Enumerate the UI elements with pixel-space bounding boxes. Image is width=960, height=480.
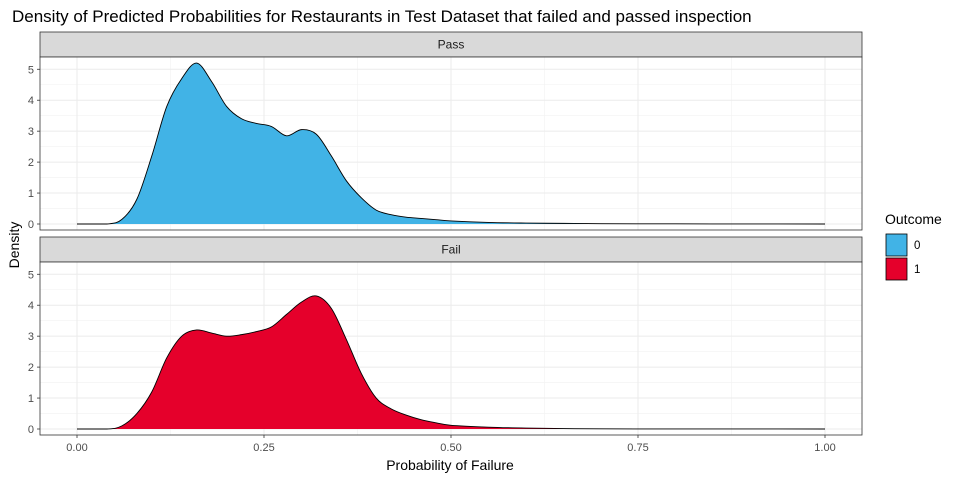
x-tick-label: 0.25 <box>253 442 274 454</box>
x-axis-title: Probability of Failure <box>386 457 514 473</box>
x-tick-label: 1.00 <box>814 442 835 454</box>
legend-title: Outcome <box>885 211 942 227</box>
facet-strip-label: Pass <box>438 38 465 52</box>
legend-item-1: 1 <box>885 257 920 281</box>
legend-key <box>885 233 908 257</box>
facet-strip <box>39 31 863 58</box>
legend: Outcome 0 1 <box>885 211 942 281</box>
y-tick-label: 1 <box>28 188 34 200</box>
y-tick-label: 3 <box>28 331 34 343</box>
chart-title: Density of Predicted Probabilities for R… <box>12 7 752 26</box>
panel-fail: Fail 0 1 2 3 4 5 0.00 0.25 0.50 0.75 1.00 <box>28 236 863 454</box>
y-tick-label: 5 <box>28 64 34 76</box>
facet-strip-label: Fail <box>441 243 460 257</box>
y-tick-label: 0 <box>28 424 34 436</box>
y-tick-label: 3 <box>28 126 34 138</box>
x-tick-label: 0.75 <box>627 442 648 454</box>
density-line-fail <box>76 295 826 430</box>
y-tick-label: 1 <box>28 393 34 405</box>
density-area-fail <box>77 295 825 429</box>
density-line-pass <box>77 62 826 225</box>
y-tick-label: 0 <box>28 219 34 231</box>
density-area-pass <box>77 63 825 224</box>
panel-pass: Pass 0 1 2 3 4 5 <box>28 31 863 231</box>
facet-strip <box>39 236 863 263</box>
y-tick-label: 2 <box>28 157 34 169</box>
legend-key <box>885 257 908 281</box>
legend-label: 0 <box>914 240 920 252</box>
x-tick-label: 0.50 <box>440 442 461 454</box>
legend-label: 1 <box>914 264 920 276</box>
legend-item-0: 0 <box>885 233 920 257</box>
y-tick-label: 5 <box>28 269 34 281</box>
y-tick-label: 4 <box>28 300 34 312</box>
y-tick-label: 4 <box>28 95 34 107</box>
panel-border <box>39 56 863 231</box>
y-axis-title: Density <box>6 222 22 269</box>
facet-panels: Pass 0 1 2 3 4 5 Fail 0 1 2 3 4 5 0.00 0.25 0.50 0.75 1.00 <box>28 31 863 454</box>
y-tick-label: 2 <box>28 362 34 374</box>
x-tick-label: 0.00 <box>66 442 87 454</box>
